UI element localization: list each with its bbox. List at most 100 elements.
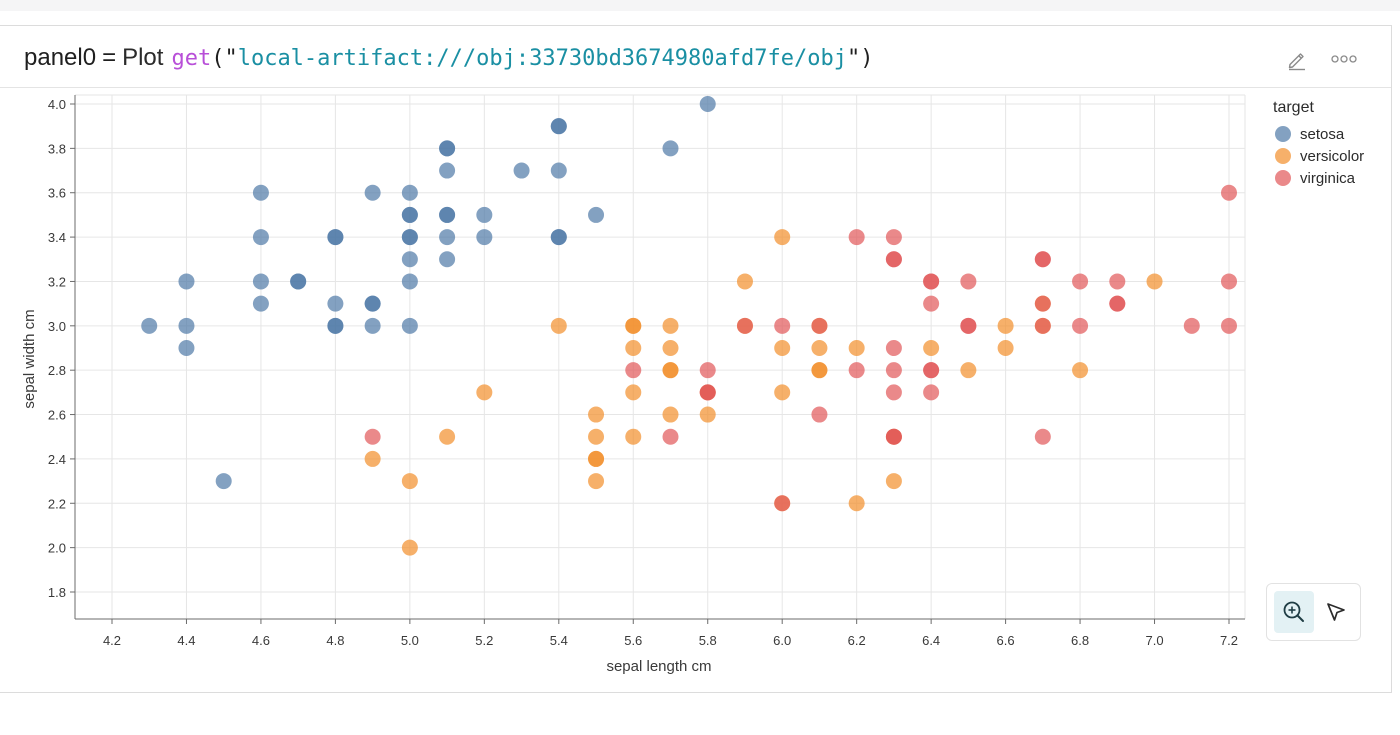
more-options-button[interactable] (1330, 47, 1358, 71)
legend-swatch-setosa (1275, 126, 1291, 142)
data-points (141, 96, 1237, 556)
data-point-setosa (401, 229, 418, 246)
y-tick-label: 3.4 (48, 230, 66, 245)
y-tick-label: 3.0 (48, 319, 66, 334)
data-point-versicolor (588, 406, 605, 423)
data-point-setosa (252, 184, 269, 201)
data-point-versicolor (625, 340, 642, 356)
data-point-virginica (699, 384, 716, 401)
data-point-versicolor (774, 340, 791, 356)
data-point-setosa (178, 273, 195, 290)
grid-lines (75, 94, 1246, 619)
x-tick-label: 4.4 (177, 633, 195, 648)
data-point-versicolor (848, 340, 865, 356)
expression-variable: panel0 (24, 44, 97, 71)
data-point-versicolor (476, 384, 493, 401)
data-point-versicolor (550, 317, 567, 334)
data-point-setosa (699, 96, 716, 112)
data-point-virginica (774, 495, 791, 512)
data-point-versicolor (662, 406, 679, 423)
data-point-virginica (811, 406, 828, 423)
y-tick-label: 2.0 (48, 541, 66, 556)
data-point-setosa (476, 229, 493, 246)
pencil-icon (1288, 53, 1305, 71)
data-point-setosa (439, 140, 456, 157)
data-point-setosa (439, 162, 456, 179)
expression-call: get (171, 46, 212, 71)
data-point-setosa (550, 118, 567, 135)
legend-swatch-versicolor (1275, 148, 1291, 164)
legend-swatch-virginica (1275, 170, 1291, 186)
y-tick-label: 3.2 (48, 274, 66, 289)
data-point-setosa (178, 317, 195, 334)
data-point-versicolor (662, 362, 679, 379)
zoom-in-tool[interactable] (1274, 591, 1314, 633)
data-point-virginica (885, 362, 902, 379)
edit-button[interactable] (1283, 47, 1311, 71)
data-point-setosa (401, 317, 418, 334)
select-tool[interactable] (1316, 591, 1356, 633)
plot-panel: panel0 = Plot get("local-artifact:///obj:33… (0, 25, 1392, 693)
x-tick-label: 4.6 (252, 633, 270, 648)
y-tick-label: 1.8 (48, 585, 66, 600)
data-point-virginica (736, 317, 753, 334)
pointer-arrow-icon (1327, 603, 1345, 621)
axes (70, 95, 1245, 624)
data-point-virginica (848, 362, 865, 379)
data-point-setosa (327, 317, 344, 334)
data-point-setosa (550, 229, 567, 246)
data-point-versicolor (997, 317, 1014, 334)
data-point-virginica (885, 384, 902, 401)
data-point-virginica (960, 273, 977, 290)
data-point-versicolor (625, 317, 642, 334)
data-point-versicolor (1146, 273, 1163, 290)
header-divider (0, 87, 1391, 88)
y-tick-label: 4.0 (48, 97, 66, 112)
data-point-virginica (1034, 251, 1051, 268)
data-point-virginica (1072, 273, 1089, 290)
data-point-versicolor (625, 384, 642, 401)
data-point-setosa (476, 206, 493, 223)
data-point-virginica (923, 273, 940, 290)
legend-title: target (1273, 99, 1314, 116)
data-point-virginica (699, 362, 716, 379)
data-point-versicolor (923, 340, 940, 356)
data-point-setosa (364, 295, 381, 312)
y-tick-label: 2.4 (48, 452, 66, 467)
data-point-virginica (625, 362, 642, 379)
x-tick-label: 6.4 (922, 633, 940, 648)
expression-operator: = (102, 44, 117, 71)
legend-label-setosa: setosa (1300, 126, 1345, 143)
data-point-virginica (923, 295, 940, 312)
x-tick-label: 4.8 (326, 633, 344, 648)
data-point-virginica (1034, 295, 1051, 312)
data-point-virginica (1183, 317, 1200, 334)
data-point-virginica (1109, 295, 1126, 312)
panel-expression[interactable]: panel0 = Plot get("local-artifact:///obj:33… (24, 43, 873, 74)
data-point-versicolor (588, 428, 605, 445)
data-point-virginica (885, 251, 902, 268)
data-point-setosa (290, 273, 307, 290)
data-point-versicolor (885, 473, 902, 490)
data-point-virginica (960, 317, 977, 334)
data-point-setosa (401, 273, 418, 290)
data-point-versicolor (736, 273, 753, 290)
data-point-setosa (401, 251, 418, 268)
x-tick-label: 6.0 (773, 633, 791, 648)
x-tick-label: 4.2 (103, 633, 121, 648)
y-tick-label: 3.8 (48, 141, 66, 156)
data-point-versicolor (774, 384, 791, 401)
data-point-versicolor (401, 473, 418, 490)
data-point-setosa (550, 162, 567, 179)
legend-label-versicolor: versicolor (1300, 148, 1364, 165)
data-point-setosa (588, 206, 605, 223)
y-tick-label: 2.6 (48, 408, 66, 423)
x-tick-label: 5.2 (475, 633, 493, 648)
zoom-in-icon (1283, 601, 1304, 622)
data-point-virginica (885, 428, 902, 445)
data-point-setosa (662, 140, 679, 157)
data-point-versicolor (997, 340, 1014, 356)
data-point-setosa (141, 317, 158, 334)
x-tick-label: 5.8 (699, 633, 717, 648)
